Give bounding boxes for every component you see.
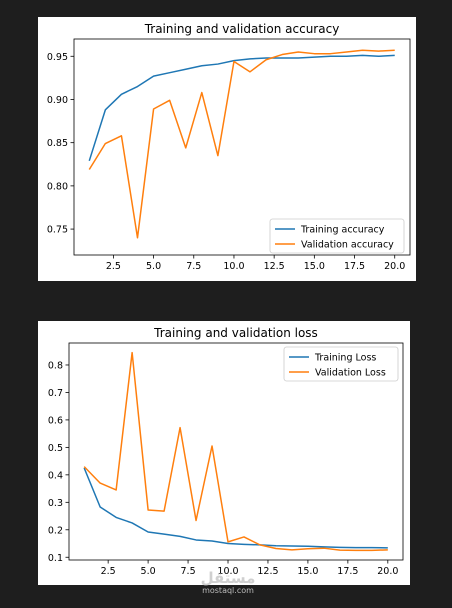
x-tick-label: 2.5: [101, 566, 116, 577]
watermark: مستقل mostaql.com: [198, 570, 258, 595]
watermark-logo: مستقل: [200, 569, 256, 587]
x-tick-label: 12.5: [257, 566, 278, 577]
x-tick-label: 7.5: [181, 566, 196, 577]
x-tick-label: 15.0: [297, 566, 318, 577]
y-tick-label: 0.7: [48, 388, 63, 399]
legend: Training Loss Validation Loss: [283, 346, 399, 382]
x-tick-label: 5.0: [146, 261, 161, 272]
legend-label-0: Training accuracy: [300, 225, 385, 236]
y-tick-label: 0.85: [47, 138, 68, 149]
x-tick-label: 10.0: [217, 566, 238, 577]
y-tick-label: 0.95: [47, 52, 68, 63]
accuracy-chart-panel: Training and validation accuracy 2.5 5.0 7.…: [38, 17, 416, 281]
y-tick-label: 0.6: [48, 415, 63, 426]
legend-label-0: Training Loss: [314, 353, 376, 364]
x-tick-label: 17.5: [337, 566, 358, 577]
legend-label-1: Validation Loss: [315, 368, 386, 379]
plot-frame: [73, 38, 411, 256]
series-line-1: [83, 351, 388, 552]
accuracy-chart: Training and validation accuracy 2.5 5.0 7.…: [47, 22, 411, 272]
y-tick-label: 0.4: [48, 470, 63, 481]
x-tick-label: 5.0: [141, 566, 156, 577]
y-tick-label: 0.1: [48, 553, 63, 564]
loss-chart-panel: Training and validation loss 2.5 5.0 7.5 10.…: [38, 321, 410, 585]
y-tick-label: 0.90: [47, 95, 68, 106]
chart-title: Training and validation loss: [153, 326, 318, 340]
y-tick-label: 0.5: [48, 443, 63, 454]
x-tick-label: 20.0: [384, 261, 405, 272]
legend-box: [269, 218, 405, 254]
x-tick-label: 20.0: [377, 566, 398, 577]
x-tick-label: 15.0: [304, 261, 325, 272]
y-tick-label: 0.80: [47, 181, 68, 192]
x-tick-label: 17.5: [344, 261, 365, 272]
x-tick-label: 12.5: [264, 261, 285, 272]
x-tick-label: 10.0: [223, 261, 244, 272]
legend-box: [283, 346, 399, 382]
series-line-0: [83, 467, 388, 549]
y-tick-label: 0.2: [48, 525, 63, 536]
x-tick-label: 7.5: [186, 261, 201, 272]
series-line-1: [88, 49, 395, 239]
y-tick-label: 0.75: [47, 225, 68, 236]
series-line-0: [88, 54, 395, 162]
watermark-site: mostaql.com: [202, 586, 254, 595]
legend: Training accuracy Validation accuracy: [269, 218, 405, 254]
y-tick-label: 0.8: [48, 360, 63, 371]
legend-label-1: Validation accuracy: [301, 240, 394, 251]
x-tick-label: 2.5: [106, 261, 121, 272]
plot-frame: [68, 342, 404, 561]
chart-title: Training and validation accuracy: [144, 22, 340, 36]
loss-chart: Training and validation loss 2.5 5.0 7.5 10.…: [48, 326, 404, 577]
y-tick-label: 0.3: [48, 498, 63, 509]
